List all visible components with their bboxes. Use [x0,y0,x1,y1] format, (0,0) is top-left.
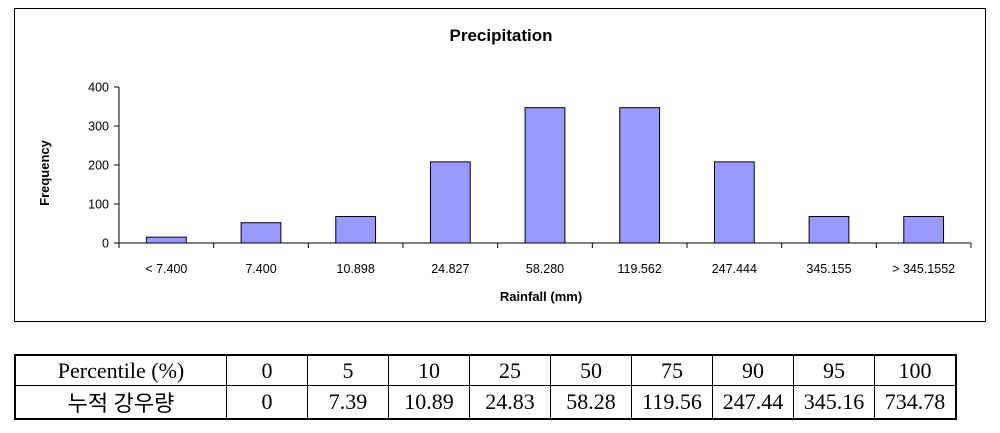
rainfall-cell: 0 [227,386,308,420]
percentile-cell: 100 [875,355,957,386]
rainfall-cell: 10.89 [389,386,470,420]
bar [146,237,186,243]
y-tick-label: 100 [88,198,109,212]
percentile-cell: 90 [713,355,794,386]
precipitation-chart: Precipitation 0 100 200 300 400 < 7.400 7.400 1… [15,9,985,321]
y-tick-label: 400 [88,81,109,95]
x-tick-label: 7.400 [245,262,276,276]
rainfall-row-header: 누적 강우량 [15,386,227,420]
x-tick-label: 58.280 [526,262,564,276]
bar [430,162,470,243]
bar [809,216,849,243]
bar [620,108,660,243]
percentile-cell: 10 [389,355,470,386]
percentile-cell: 50 [551,355,632,386]
bar [714,162,754,243]
percentile-cell: 5 [308,355,389,386]
x-tick-label: 10.898 [337,262,375,276]
rainfall-row: 누적 강우량 0 7.39 10.89 24.83 58.28 119.56 2… [15,386,956,420]
percentile-table: Percentile (%) 0 5 10 25 50 75 90 95 100… [14,354,957,420]
percentile-cell: 0 [227,355,308,386]
rainfall-cell: 24.83 [470,386,551,420]
x-tick-label: 119.562 [618,262,662,276]
bar [904,216,944,243]
x-tick-label: 247.444 [712,262,757,276]
percentile-row-header: Percentile (%) [15,355,227,386]
x-tick-label: < 7.400 [145,262,187,276]
chart-frame: Precipitation 0 100 200 300 400 < 7.400 7.400 1… [14,8,986,322]
plot-area: 0 100 200 300 400 < 7.400 7.400 10.898 24.827 58.… [88,81,971,277]
chart-title: Precipitation [450,26,553,45]
rainfall-cell: 247.44 [713,386,794,420]
percentile-row: Percentile (%) 0 5 10 25 50 75 90 95 100 [15,355,956,386]
rainfall-cell: 734.78 [875,386,957,420]
percentile-cell: 75 [632,355,713,386]
rainfall-cell: 58.28 [551,386,632,420]
percentile-cell: 95 [794,355,875,386]
rainfall-cell: 345.16 [794,386,875,420]
bar [336,216,376,243]
bar [241,223,281,243]
rainfall-cell: 7.39 [308,386,389,420]
x-axis-title: Rainfall (mm) [500,289,582,304]
percentile-cell: 25 [470,355,551,386]
y-tick-label: 200 [88,159,109,173]
x-tick-label: 24.827 [431,262,469,276]
x-tick-label: 345.155 [806,262,851,276]
x-tick-label: > 345.1552 [892,262,955,276]
y-tick-label: 300 [88,120,109,134]
rainfall-cell: 119.56 [632,386,713,420]
bar [525,108,565,243]
y-axis-title: Frequency [37,139,52,206]
y-tick-label: 0 [102,237,109,251]
